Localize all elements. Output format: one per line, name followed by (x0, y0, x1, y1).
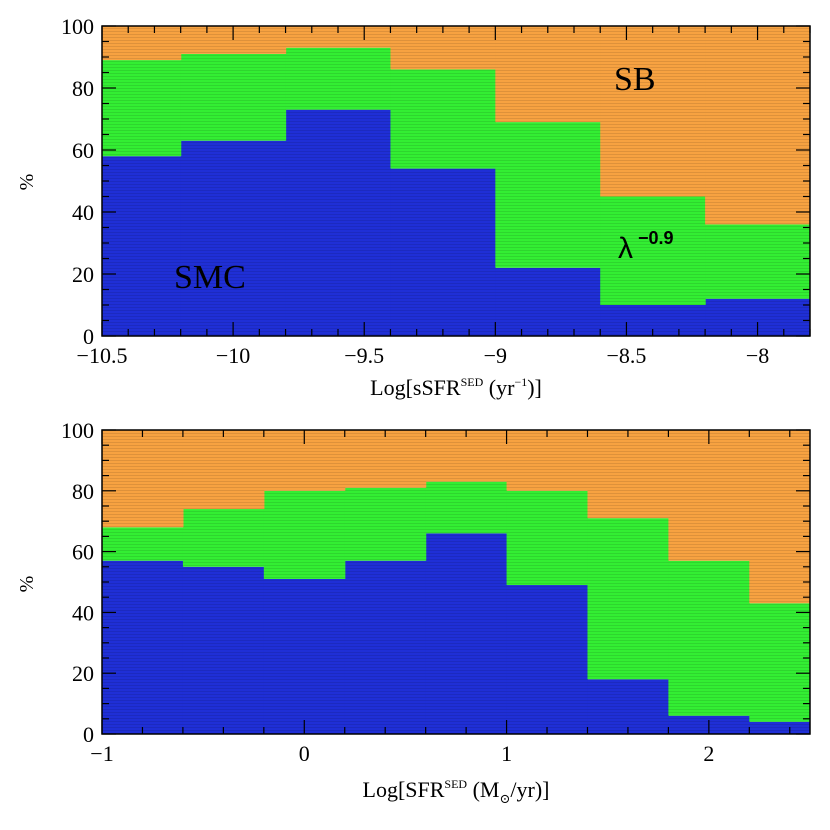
bottom-panel-areas (102, 430, 810, 734)
y-tick-label: 20 (72, 262, 94, 287)
bar-hatch (495, 122, 601, 268)
bar-hatch (506, 490, 589, 586)
bottom-panel-x-axis-label: Log[SFRSED (M⊙/yr)] (363, 777, 550, 806)
bar-hatch (182, 509, 265, 567)
top-panel-lambda-label: λ −0.9 (618, 228, 674, 265)
bar-hatch (390, 168, 496, 336)
y-tick-label: 100 (61, 14, 94, 39)
bar-hatch (102, 156, 182, 336)
top-panel-y-axis-label: % (16, 174, 38, 191)
bar-hatch (182, 566, 265, 734)
top-panel-x-axis-label: Log[sSFRSED (yr−1)] (370, 375, 542, 400)
x-tick-label: −9.5 (344, 343, 384, 368)
bar-hatch (344, 487, 427, 561)
y-tick-label: 60 (72, 540, 94, 565)
bar-hatch (425, 533, 508, 734)
x-tick-label: −10.5 (77, 343, 128, 368)
bar-hatch (668, 560, 750, 716)
bar-hatch (600, 26, 706, 197)
bar-hatch (180, 53, 287, 141)
bar-hatch (495, 26, 601, 123)
bottom-panel-y-axis-label: % (16, 576, 38, 593)
bar-hatch (749, 430, 810, 604)
bar-hatch (495, 267, 601, 336)
bar-hatch (705, 26, 810, 225)
bar-hatch (390, 69, 496, 169)
x-tick-label: −1 (90, 741, 113, 766)
y-tick-label: 40 (72, 600, 94, 625)
bar-hatch (263, 490, 346, 579)
y-tick-label: 20 (72, 661, 94, 686)
top-panel-areas (102, 26, 810, 336)
x-tick-label: −8.5 (606, 343, 646, 368)
top-panel-sb-label: SB (614, 61, 656, 98)
y-tick-label: 0 (83, 324, 94, 349)
bar-hatch (668, 430, 750, 561)
bar-hatch (749, 603, 810, 722)
bar-hatch (102, 527, 184, 561)
bar-hatch (587, 679, 669, 734)
bar-hatch (180, 140, 287, 336)
bar-hatch (390, 26, 496, 70)
bar-hatch (587, 430, 669, 519)
x-tick-label: −10 (216, 343, 250, 368)
bar-hatch (506, 585, 589, 734)
bar-hatch (102, 430, 184, 528)
bar-hatch (182, 430, 265, 510)
bar-hatch (344, 430, 427, 488)
top-panel-frame (101, 25, 811, 337)
y-tick-label: 100 (61, 418, 94, 443)
y-tick-label: 80 (72, 76, 94, 101)
lambda-symbol: λ (618, 232, 633, 265)
bottom-panel-frame (101, 429, 811, 735)
y-tick-label: 0 (83, 722, 94, 747)
y-tick-label: 60 (72, 138, 94, 163)
y-tick-label: 80 (72, 479, 94, 504)
x-tick-label: −8 (746, 343, 769, 368)
bar-hatch (506, 430, 589, 491)
bar-hatch (587, 518, 669, 680)
bar-hatch (600, 196, 706, 305)
bar-hatch (344, 560, 427, 734)
x-tick-label: 2 (703, 741, 714, 766)
bar-hatch (705, 224, 810, 299)
top-panel-smc-label: SMC (174, 259, 246, 296)
bar-hatch (102, 560, 184, 734)
bar-hatch (102, 26, 182, 61)
lambda-exponent: −0.9 (638, 228, 674, 248)
bar-hatch (425, 430, 508, 482)
bar-hatch (263, 578, 346, 734)
bar-hatch (102, 60, 182, 157)
x-tick-label: 0 (299, 741, 310, 766)
bar-hatch (285, 47, 392, 110)
x-tick-label: −9 (484, 343, 507, 368)
y-tick-label: 40 (72, 200, 94, 225)
bar-hatch (285, 109, 392, 336)
bar-hatch (749, 721, 810, 734)
x-tick-label: 1 (501, 741, 512, 766)
bar-hatch (425, 481, 508, 534)
top-panel-tick-labels: −10.5 −10 −9.5 −9 −8.5 −8 0 20 40 60 80 100 (61, 14, 769, 368)
